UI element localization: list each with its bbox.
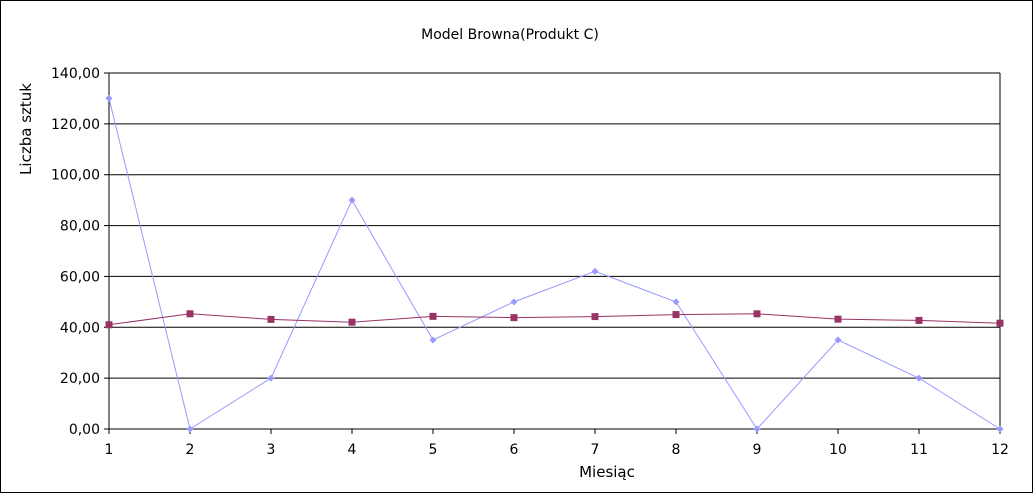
- x-tick-label: 10: [829, 442, 847, 458]
- x-tick-label: 9: [753, 442, 762, 458]
- x-tick-label: 3: [267, 442, 276, 458]
- y-tick-label: 120,00: [51, 117, 100, 133]
- y-tick-label: 80,00: [60, 219, 100, 235]
- series-line-2: [108, 313, 1001, 326]
- data-point-diamond: [429, 336, 437, 344]
- x-tick-label: 11: [910, 442, 928, 458]
- y-tick-label: 0,00: [69, 422, 100, 438]
- data-point-square: [915, 316, 923, 324]
- y-tick-label: 140,00: [51, 66, 100, 82]
- x-tick-label: 4: [348, 442, 357, 458]
- y-tick-label: 60,00: [60, 269, 100, 285]
- data-point-square: [429, 312, 437, 320]
- data-point-square: [753, 310, 761, 318]
- x-axis-title: Miesiąc: [579, 463, 635, 481]
- x-tick-label: 12: [991, 442, 1009, 458]
- data-point-square: [105, 321, 113, 329]
- data-point-square: [672, 311, 680, 319]
- data-point-diamond: [672, 298, 680, 306]
- data-point-square: [591, 313, 599, 321]
- data-point-square: [348, 318, 356, 326]
- data-point-diamond: [186, 425, 194, 433]
- x-tick-label: 6: [510, 442, 519, 458]
- data-point-diamond: [267, 374, 275, 382]
- x-tick-label: 5: [429, 442, 438, 458]
- data-point-diamond: [834, 336, 842, 344]
- data-point-diamond: [591, 267, 599, 275]
- data-point-diamond: [105, 94, 113, 102]
- data-point-square: [510, 314, 518, 322]
- x-tick-label: 8: [672, 442, 681, 458]
- data-point-diamond: [915, 374, 923, 382]
- y-tick-label: 100,00: [51, 168, 100, 184]
- y-axis-title: Liczba sztuk: [17, 83, 35, 175]
- data-point-square: [834, 315, 842, 323]
- y-tick-label: 20,00: [60, 371, 100, 387]
- x-tick-label: 1: [105, 442, 114, 458]
- data-point-diamond: [753, 425, 761, 433]
- data-point-square: [186, 310, 194, 318]
- series-line-1: [108, 98, 1001, 430]
- y-tick-label: 40,00: [60, 320, 100, 336]
- data-point-diamond: [510, 298, 518, 306]
- data-point-square: [267, 315, 275, 323]
- plot-area: 0,00 20,00 40,00 60,00 80,00 100,00 120,00 140,…: [51, 66, 1009, 458]
- data-point-square: [996, 319, 1004, 327]
- data-point-diamond: [348, 196, 356, 204]
- chart-title: Model Browna(Produkt C): [421, 27, 599, 43]
- x-tick-label: 7: [591, 442, 600, 458]
- data-point-diamond: [996, 425, 1004, 433]
- x-tick-label: 2: [186, 442, 195, 458]
